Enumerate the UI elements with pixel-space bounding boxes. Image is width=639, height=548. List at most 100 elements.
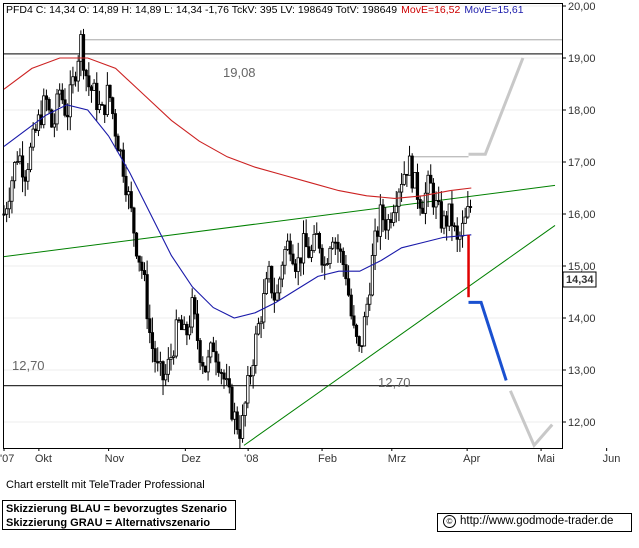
candle-body [227, 378, 231, 388]
candle-body [182, 323, 186, 331]
scenario-gray-down [509, 390, 554, 449]
candle-body [161, 361, 165, 381]
candle-body [18, 155, 22, 163]
candle-body [134, 232, 139, 257]
candle-body [108, 84, 112, 99]
candle-body [407, 155, 412, 176]
candle-body [193, 297, 197, 315]
y-tick-label: 20,00 [568, 1, 596, 13]
candle-body [206, 356, 210, 373]
candle-body [373, 230, 377, 256]
y-tick-label: 14,00 [568, 313, 596, 325]
candle-body [254, 333, 258, 366]
candle-body [304, 233, 308, 248]
candle-body [235, 411, 239, 430]
x-tick-label: Mai [537, 453, 555, 465]
candle-body [50, 109, 54, 128]
last-price-frame [562, 271, 597, 288]
candle-body [296, 257, 300, 272]
candle-body [405, 173, 409, 176]
candle-body [243, 402, 247, 416]
candle-body [47, 99, 51, 111]
website-link[interactable]: © http://www.godmode-trader.de [437, 513, 632, 532]
x-tick-label: Dez [181, 453, 201, 465]
x-axis: '07 Okt Nov Dez '08 Feb Mrz Apr Mai Jun [0, 448, 620, 465]
candle-body [34, 128, 38, 132]
candle-body [402, 173, 406, 185]
x-tick-label: Feb [318, 453, 337, 465]
candle-body [44, 95, 49, 100]
candle-body [312, 233, 316, 251]
candle-body [460, 222, 465, 237]
x-tick-label: Apr [463, 453, 480, 465]
candle-body [410, 155, 414, 189]
candle-body [386, 219, 390, 231]
candle-body [126, 191, 131, 196]
x-tick-label: Jun [603, 453, 621, 465]
header-ma-blue: MovE=15,61 [464, 4, 523, 16]
candle-body [251, 365, 255, 377]
candle-body [240, 415, 245, 439]
candle-body [217, 361, 221, 373]
candle-body [320, 247, 324, 266]
x-tick-label: Okt [35, 453, 52, 465]
candle-body [431, 182, 435, 208]
website-url: http://www.godmode-trader.de [460, 515, 614, 527]
candle-body [209, 342, 213, 358]
candle-body [349, 294, 353, 317]
candle-body [307, 246, 311, 258]
candle-body [280, 264, 284, 280]
candle-body [145, 274, 149, 320]
candle-body [219, 372, 223, 374]
legend-blue: Skizzierung BLAU = bevorzugtes Szenario [6, 503, 227, 515]
candle-body [10, 180, 14, 202]
candle-body [286, 240, 290, 250]
candle-body [256, 323, 261, 335]
candle-body [28, 146, 33, 170]
candle-body [362, 316, 367, 347]
candle-body [201, 362, 205, 367]
candle-body [360, 345, 364, 348]
candle-body [132, 207, 136, 234]
candle-body [153, 348, 157, 362]
candle-body [238, 429, 242, 439]
candle-body [413, 172, 417, 189]
candle-body [92, 82, 96, 91]
candle-body [272, 292, 276, 301]
candle-body [156, 361, 160, 364]
candle-body [89, 86, 94, 91]
y-axis: 12,00 13,00 14,00 15,00 16,00 17,00 18,00 19,00… [562, 1, 596, 429]
candle-body [336, 241, 340, 250]
candle-body [214, 351, 218, 363]
candle-body [225, 378, 229, 381]
candle-body [222, 372, 226, 380]
y-tick-label: 12,00 [568, 417, 596, 429]
scenario-blue [468, 300, 508, 381]
candle-body [264, 278, 268, 294]
candle-body [60, 89, 64, 101]
candle-body [452, 225, 457, 228]
candle-body [26, 169, 30, 182]
candle-body [259, 321, 263, 325]
y-tick-label: 16,00 [568, 209, 596, 221]
candle-body [116, 135, 120, 152]
x-tick-label: Mrz [388, 453, 406, 465]
candle-body [450, 203, 454, 227]
candle-body [323, 264, 327, 266]
copyright-icon: © [443, 515, 456, 528]
level-label-upper: 19,08 [223, 65, 256, 80]
candle-body [333, 241, 337, 244]
candle-body [5, 208, 9, 215]
candle-body [73, 76, 78, 82]
y-tick-label: 18,00 [568, 105, 596, 117]
candle-body [7, 200, 11, 210]
moving-average-red [3, 57, 472, 199]
candle-body [248, 375, 253, 377]
level-label-lower-right: 12,70 [378, 375, 411, 390]
candle-body [468, 206, 473, 208]
candle-body [317, 233, 322, 249]
candle-body [172, 355, 176, 358]
candle-body [179, 319, 184, 331]
candle-body [58, 89, 62, 95]
candle-body [339, 248, 343, 252]
